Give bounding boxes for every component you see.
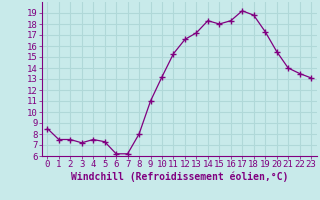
X-axis label: Windchill (Refroidissement éolien,°C): Windchill (Refroidissement éolien,°C) <box>70 172 288 182</box>
